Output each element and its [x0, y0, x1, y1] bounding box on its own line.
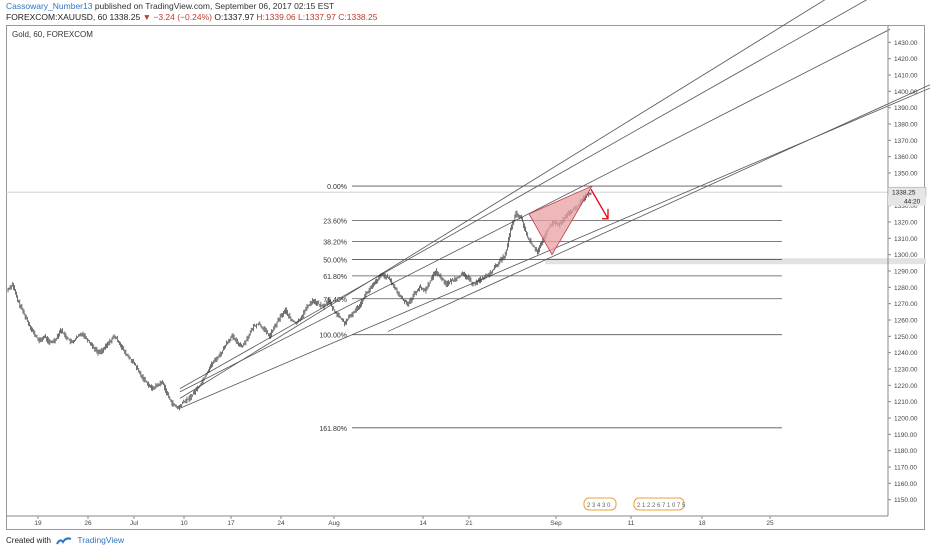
close-price: C:1338.25: [338, 12, 378, 22]
last-price: 1338.25: [109, 12, 141, 22]
author-link[interactable]: Cassowary_Number13: [6, 1, 93, 11]
created-with-label: Created with: [6, 536, 51, 545]
footer: Created with TradingView: [0, 530, 932, 550]
tradingview-brand[interactable]: TradingView: [77, 535, 125, 545]
down-arrow-icon: ▼: [142, 12, 151, 22]
publish-line: Cassowary_Number13 published on TradingV…: [6, 1, 334, 11]
price-change: −3.24 (−0.24%): [153, 12, 212, 22]
published-text: published on TradingView.com, September …: [94, 1, 335, 11]
high-price: H:1339.06: [256, 12, 296, 22]
symbol-label: FOREXCOM:XAUUSD, 60: [6, 12, 108, 22]
chart-frame[interactable]: [6, 25, 925, 530]
publish-header: Cassowary_Number13 published on TradingV…: [0, 0, 932, 24]
quote-line: FOREXCOM:XAUUSD, 60 1338.25 ▼ −3.24 (−0.…: [6, 12, 377, 22]
tradingview-logo-icon: [56, 537, 72, 545]
low-price: L:1337.97: [298, 12, 336, 22]
chart-title: Gold, 60, FOREXCOM: [12, 30, 93, 39]
open-price: O:1337.97: [214, 12, 255, 22]
